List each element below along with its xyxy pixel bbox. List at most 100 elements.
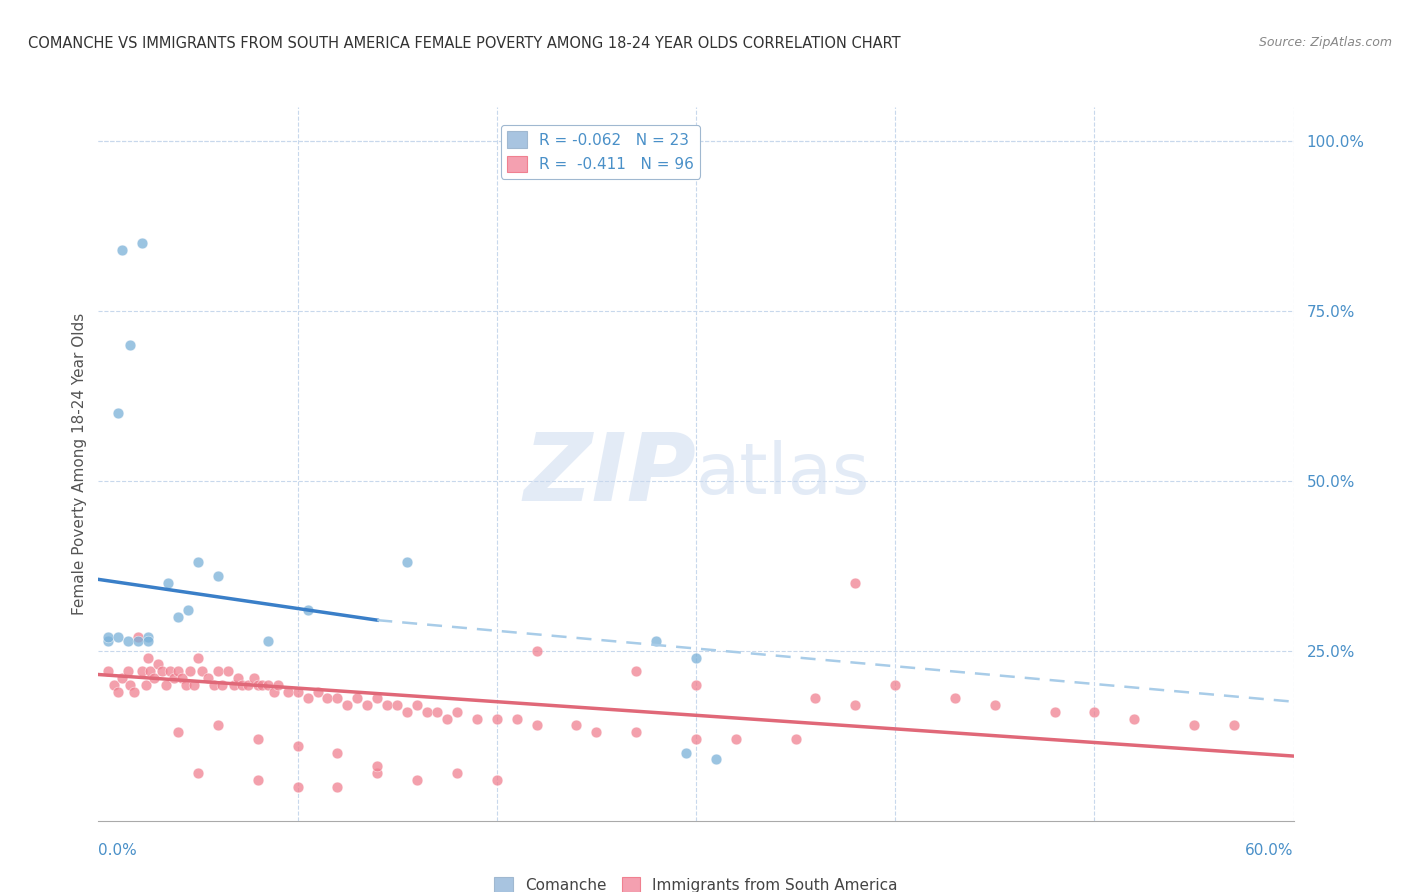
- Point: [416, 705, 439, 719]
- Text: atlas: atlas: [696, 440, 870, 509]
- Point: [485, 772, 508, 787]
- Point: [316, 691, 339, 706]
- Point: [197, 671, 219, 685]
- Text: ZIP: ZIP: [523, 428, 696, 521]
- Point: [124, 684, 146, 698]
- Point: [385, 698, 409, 712]
- Point: [191, 664, 214, 678]
- Point: [336, 698, 359, 712]
- Point: [127, 630, 149, 644]
- Point: [207, 664, 229, 678]
- Point: [97, 633, 120, 648]
- Point: [107, 406, 129, 420]
- Point: [222, 678, 245, 692]
- Point: [287, 739, 309, 753]
- Point: [446, 705, 468, 719]
- Point: [943, 691, 966, 706]
- Point: [1123, 712, 1146, 726]
- Point: [231, 678, 253, 692]
- Point: [107, 684, 129, 698]
- Point: [724, 732, 747, 747]
- Point: [645, 633, 668, 648]
- Point: [246, 732, 269, 747]
- Legend: R = -0.062   N = 23, R =  -0.411   N = 96: R = -0.062 N = 23, R = -0.411 N = 96: [501, 126, 700, 178]
- Point: [366, 691, 388, 706]
- Point: [485, 712, 508, 726]
- Point: [785, 732, 807, 747]
- Point: [624, 664, 647, 678]
- Point: [177, 603, 200, 617]
- Point: [685, 678, 707, 692]
- Point: [117, 664, 139, 678]
- Point: [111, 243, 134, 257]
- Point: [565, 718, 588, 732]
- Point: [326, 691, 349, 706]
- Point: [704, 752, 727, 766]
- Point: [131, 664, 153, 678]
- Point: [396, 555, 419, 569]
- Point: [148, 657, 170, 672]
- Point: [135, 678, 157, 692]
- Point: [120, 338, 142, 352]
- Text: COMANCHE VS IMMIGRANTS FROM SOUTH AMERICA FEMALE POVERTY AMONG 18-24 YEAR OLDS C: COMANCHE VS IMMIGRANTS FROM SOUTH AMERIC…: [28, 36, 901, 51]
- Point: [685, 732, 707, 747]
- Point: [97, 664, 120, 678]
- Text: Source: ZipAtlas.com: Source: ZipAtlas.com: [1258, 36, 1392, 49]
- Point: [356, 698, 378, 712]
- Point: [103, 678, 125, 692]
- Point: [107, 630, 129, 644]
- Point: [183, 678, 205, 692]
- Point: [675, 746, 697, 760]
- Point: [287, 684, 309, 698]
- Point: [167, 609, 190, 624]
- Point: [136, 650, 159, 665]
- Point: [236, 678, 259, 692]
- Point: [804, 691, 827, 706]
- Point: [375, 698, 398, 712]
- Point: [446, 766, 468, 780]
- Point: [685, 650, 707, 665]
- Point: [155, 678, 177, 692]
- Point: [346, 691, 368, 706]
- Point: [97, 630, 120, 644]
- Point: [526, 644, 548, 658]
- Point: [844, 698, 866, 712]
- Point: [277, 684, 299, 698]
- Point: [396, 705, 419, 719]
- Point: [406, 772, 429, 787]
- Point: [297, 691, 319, 706]
- Point: [246, 678, 269, 692]
- Point: [436, 712, 458, 726]
- Point: [243, 671, 266, 685]
- Point: [307, 684, 329, 698]
- Point: [1083, 705, 1105, 719]
- Point: [287, 780, 309, 794]
- Point: [187, 650, 209, 665]
- Text: 0.0%: 0.0%: [98, 843, 138, 858]
- Point: [136, 630, 159, 644]
- Point: [217, 664, 239, 678]
- Point: [326, 746, 349, 760]
- Point: [167, 664, 190, 678]
- Point: [139, 664, 162, 678]
- Text: 60.0%: 60.0%: [1246, 843, 1294, 858]
- Y-axis label: Female Poverty Among 18-24 Year Olds: Female Poverty Among 18-24 Year Olds: [72, 313, 87, 615]
- Point: [263, 684, 285, 698]
- Point: [159, 664, 181, 678]
- Point: [326, 780, 349, 794]
- Point: [246, 772, 269, 787]
- Point: [174, 678, 197, 692]
- Point: [983, 698, 1005, 712]
- Point: [136, 633, 159, 648]
- Point: [256, 633, 278, 648]
- Point: [127, 633, 149, 648]
- Point: [179, 664, 201, 678]
- Point: [465, 712, 488, 726]
- Point: [844, 575, 866, 590]
- Point: [366, 759, 388, 773]
- Point: [250, 678, 273, 692]
- Point: [202, 678, 225, 692]
- Point: [256, 678, 278, 692]
- Point: [131, 235, 153, 250]
- Point: [624, 725, 647, 739]
